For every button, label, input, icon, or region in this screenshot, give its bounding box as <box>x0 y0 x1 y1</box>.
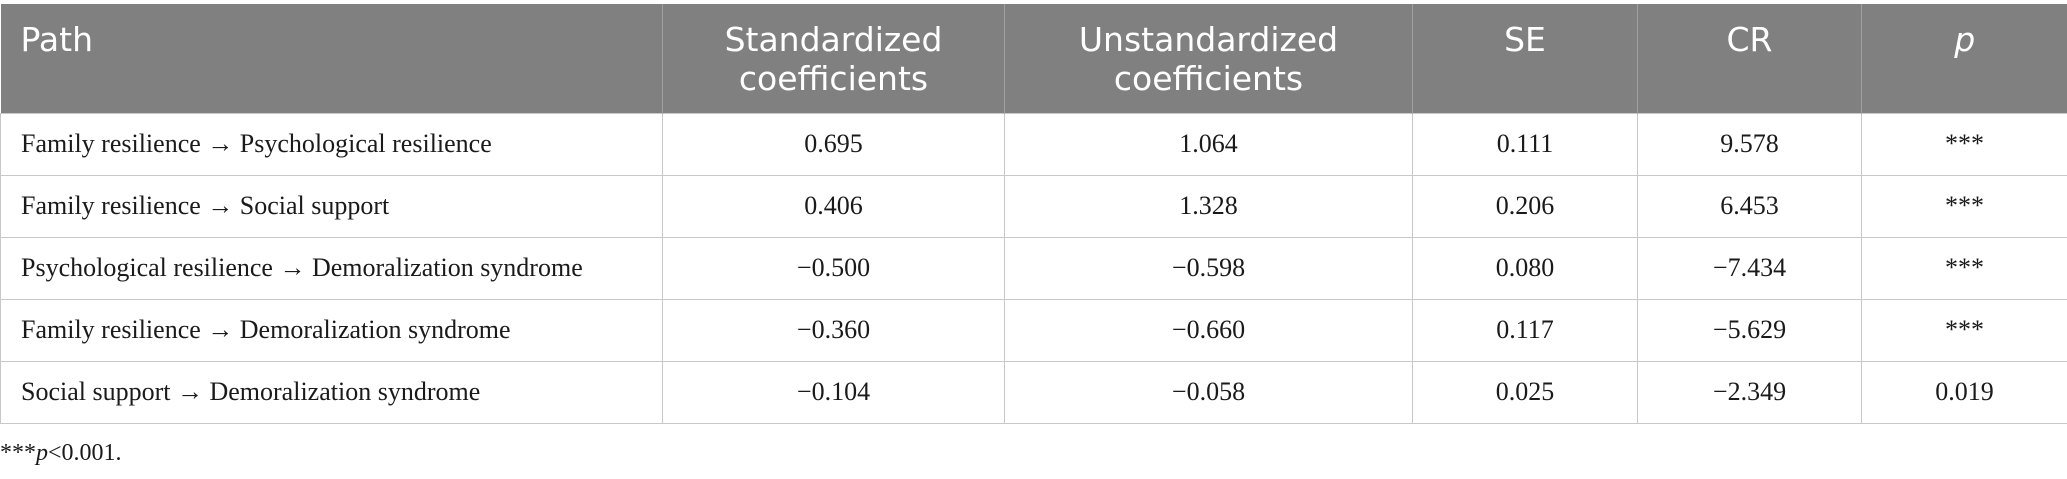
path-cell: Family resilience → Demoralization syndr… <box>0 298 663 362</box>
header-cell: SE <box>1412 4 1638 113</box>
value-cell: −0.500 <box>662 236 1005 300</box>
table-row: Social support → Demoralization syndrome… <box>0 360 2067 424</box>
path-cell: Psychological resilience → Demoralizatio… <box>0 236 663 300</box>
value-cell: −0.660 <box>1004 298 1413 362</box>
value-cell: 1.064 <box>1004 112 1413 176</box>
value-cell: −2.349 <box>1637 360 1862 424</box>
value-cell: 0.080 <box>1412 236 1638 300</box>
value-cell: 0.111 <box>1412 112 1638 176</box>
value-cell: 6.453 <box>1637 174 1862 238</box>
path-cell: Family resilience → Social support <box>0 174 663 238</box>
value-cell: −0.360 <box>662 298 1005 362</box>
header-cell: p <box>1861 4 2067 113</box>
footnote: ***p<0.001. <box>0 440 122 467</box>
value-cell: 1.328 <box>1004 174 1413 238</box>
table-body: Family resilience → Psychological resili… <box>0 112 2067 424</box>
value-cell: −0.058 <box>1004 360 1413 424</box>
table-row: Psychological resilience → Demoralizatio… <box>0 236 2067 300</box>
value-cell: −0.104 <box>662 360 1005 424</box>
value-cell: 9.578 <box>1637 112 1862 176</box>
value-cell: *** <box>1861 236 2067 300</box>
value-cell: 0.406 <box>662 174 1005 238</box>
value-cell: −7.434 <box>1637 236 1862 300</box>
table: Path Standardized coefficients Unstandardi… <box>0 4 2067 424</box>
value-cell: *** <box>1861 174 2067 238</box>
header-cell: Path <box>0 4 663 113</box>
table-row: Family resilience → Psychological resili… <box>0 112 2067 176</box>
value-cell: 0.695 <box>662 112 1005 176</box>
value-cell: 0.025 <box>1412 360 1638 424</box>
header-row: Path Standardized coefficients Unstandardi… <box>0 4 2067 113</box>
value-cell: −0.598 <box>1004 236 1413 300</box>
header-cell: CR <box>1637 4 1862 113</box>
table-row: Family resilience → Demoralization syndr… <box>0 298 2067 362</box>
table-row: Family resilience → Social support 0.406 1… <box>0 174 2067 238</box>
path-cell: Family resilience → Psychological resili… <box>0 112 663 176</box>
footnote-stars: *** <box>0 440 36 466</box>
value-cell: *** <box>1861 298 2067 362</box>
footnote-p: p <box>36 440 48 466</box>
footnote-text: <0.001. <box>48 440 122 466</box>
path-cell: Social support → Demoralization syndrome <box>0 360 663 424</box>
value-cell: 0.206 <box>1412 174 1638 238</box>
header-cell: Standardized coefficients <box>662 4 1005 113</box>
header-cell: Unstandardized coefficients <box>1004 4 1413 113</box>
value-cell: *** <box>1861 112 2067 176</box>
value-cell: −5.629 <box>1637 298 1862 362</box>
value-cell: 0.019 <box>1861 360 2067 424</box>
value-cell: 0.117 <box>1412 298 1638 362</box>
